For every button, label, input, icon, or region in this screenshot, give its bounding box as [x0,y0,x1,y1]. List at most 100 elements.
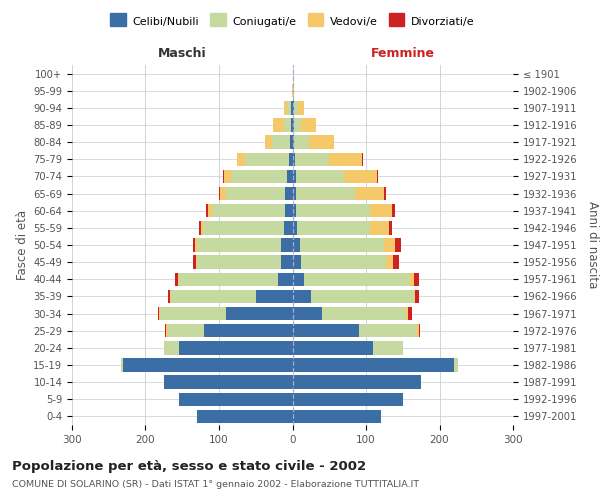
Bar [167,290,170,303]
Bar [197,256,281,269]
Bar [212,204,285,218]
Bar [208,204,212,218]
Bar [289,152,293,166]
Bar [232,170,287,183]
Bar [415,290,419,303]
Bar [196,256,197,269]
Bar [196,238,197,252]
Bar [178,272,179,286]
Bar [393,256,399,269]
Bar [408,307,412,320]
Bar [418,324,419,338]
Bar [293,221,297,234]
Bar [293,410,381,423]
Bar [355,187,385,200]
Bar [362,152,363,166]
Bar [199,221,200,234]
Bar [290,136,293,149]
Bar [322,307,406,320]
Bar [377,170,379,183]
Bar [389,221,392,234]
Bar [238,152,245,166]
Bar [294,136,308,149]
Legend: Celibi/Nubili, Coniugati/e, Vedovi/e, Divorziati/e: Celibi/Nubili, Coniugati/e, Vedovi/e, Di… [110,16,475,27]
Bar [410,272,414,286]
Bar [171,290,256,303]
Bar [285,187,293,200]
Bar [193,256,196,269]
Bar [293,118,294,132]
Bar [292,84,293,98]
Bar [311,290,414,303]
Bar [226,187,285,200]
Bar [203,221,284,234]
Bar [287,170,293,183]
Bar [121,358,124,372]
Y-axis label: Anni di nascita: Anni di nascita [586,202,599,288]
Bar [304,272,410,286]
Bar [293,290,311,303]
Bar [293,84,294,98]
Bar [370,221,389,234]
Bar [392,204,395,218]
Bar [329,152,362,166]
Bar [414,290,415,303]
Bar [293,272,304,286]
Bar [385,187,386,200]
Bar [293,324,359,338]
Bar [197,238,281,252]
Bar [293,256,301,269]
Bar [285,204,293,218]
Bar [245,152,289,166]
Bar [293,392,403,406]
Bar [300,238,385,252]
Bar [170,290,171,303]
Bar [419,324,421,338]
Bar [294,101,298,114]
Bar [385,238,395,252]
Bar [308,136,334,149]
Bar [284,118,291,132]
Bar [414,272,419,286]
Text: Popolazione per età, sesso e stato civile - 2002: Popolazione per età, sesso e stato civil… [12,460,366,473]
Bar [291,118,293,132]
Bar [301,118,316,132]
Bar [295,152,329,166]
Bar [219,187,220,200]
Bar [197,410,293,423]
Bar [166,324,167,338]
Bar [179,392,293,406]
Bar [224,170,232,183]
Bar [256,290,293,303]
Bar [272,118,284,132]
Bar [204,324,293,338]
Bar [293,204,296,218]
Bar [293,238,300,252]
Bar [160,307,226,320]
Bar [293,170,296,183]
Bar [301,256,386,269]
Bar [454,358,458,372]
Bar [297,221,370,234]
Y-axis label: Fasce di età: Fasce di età [16,210,29,280]
Bar [226,307,293,320]
Bar [179,341,293,354]
Bar [179,272,278,286]
Bar [272,136,290,149]
Bar [373,341,403,354]
Bar [158,307,160,320]
Bar [296,170,344,183]
Bar [284,221,293,234]
Bar [386,256,393,269]
Bar [164,341,179,354]
Bar [294,118,301,132]
Text: Femmine: Femmine [371,47,435,60]
Bar [200,221,203,234]
Bar [395,238,401,252]
Bar [278,272,293,286]
Text: Maschi: Maschi [158,47,206,60]
Bar [281,256,293,269]
Bar [293,187,296,200]
Bar [370,204,392,218]
Bar [293,136,294,149]
